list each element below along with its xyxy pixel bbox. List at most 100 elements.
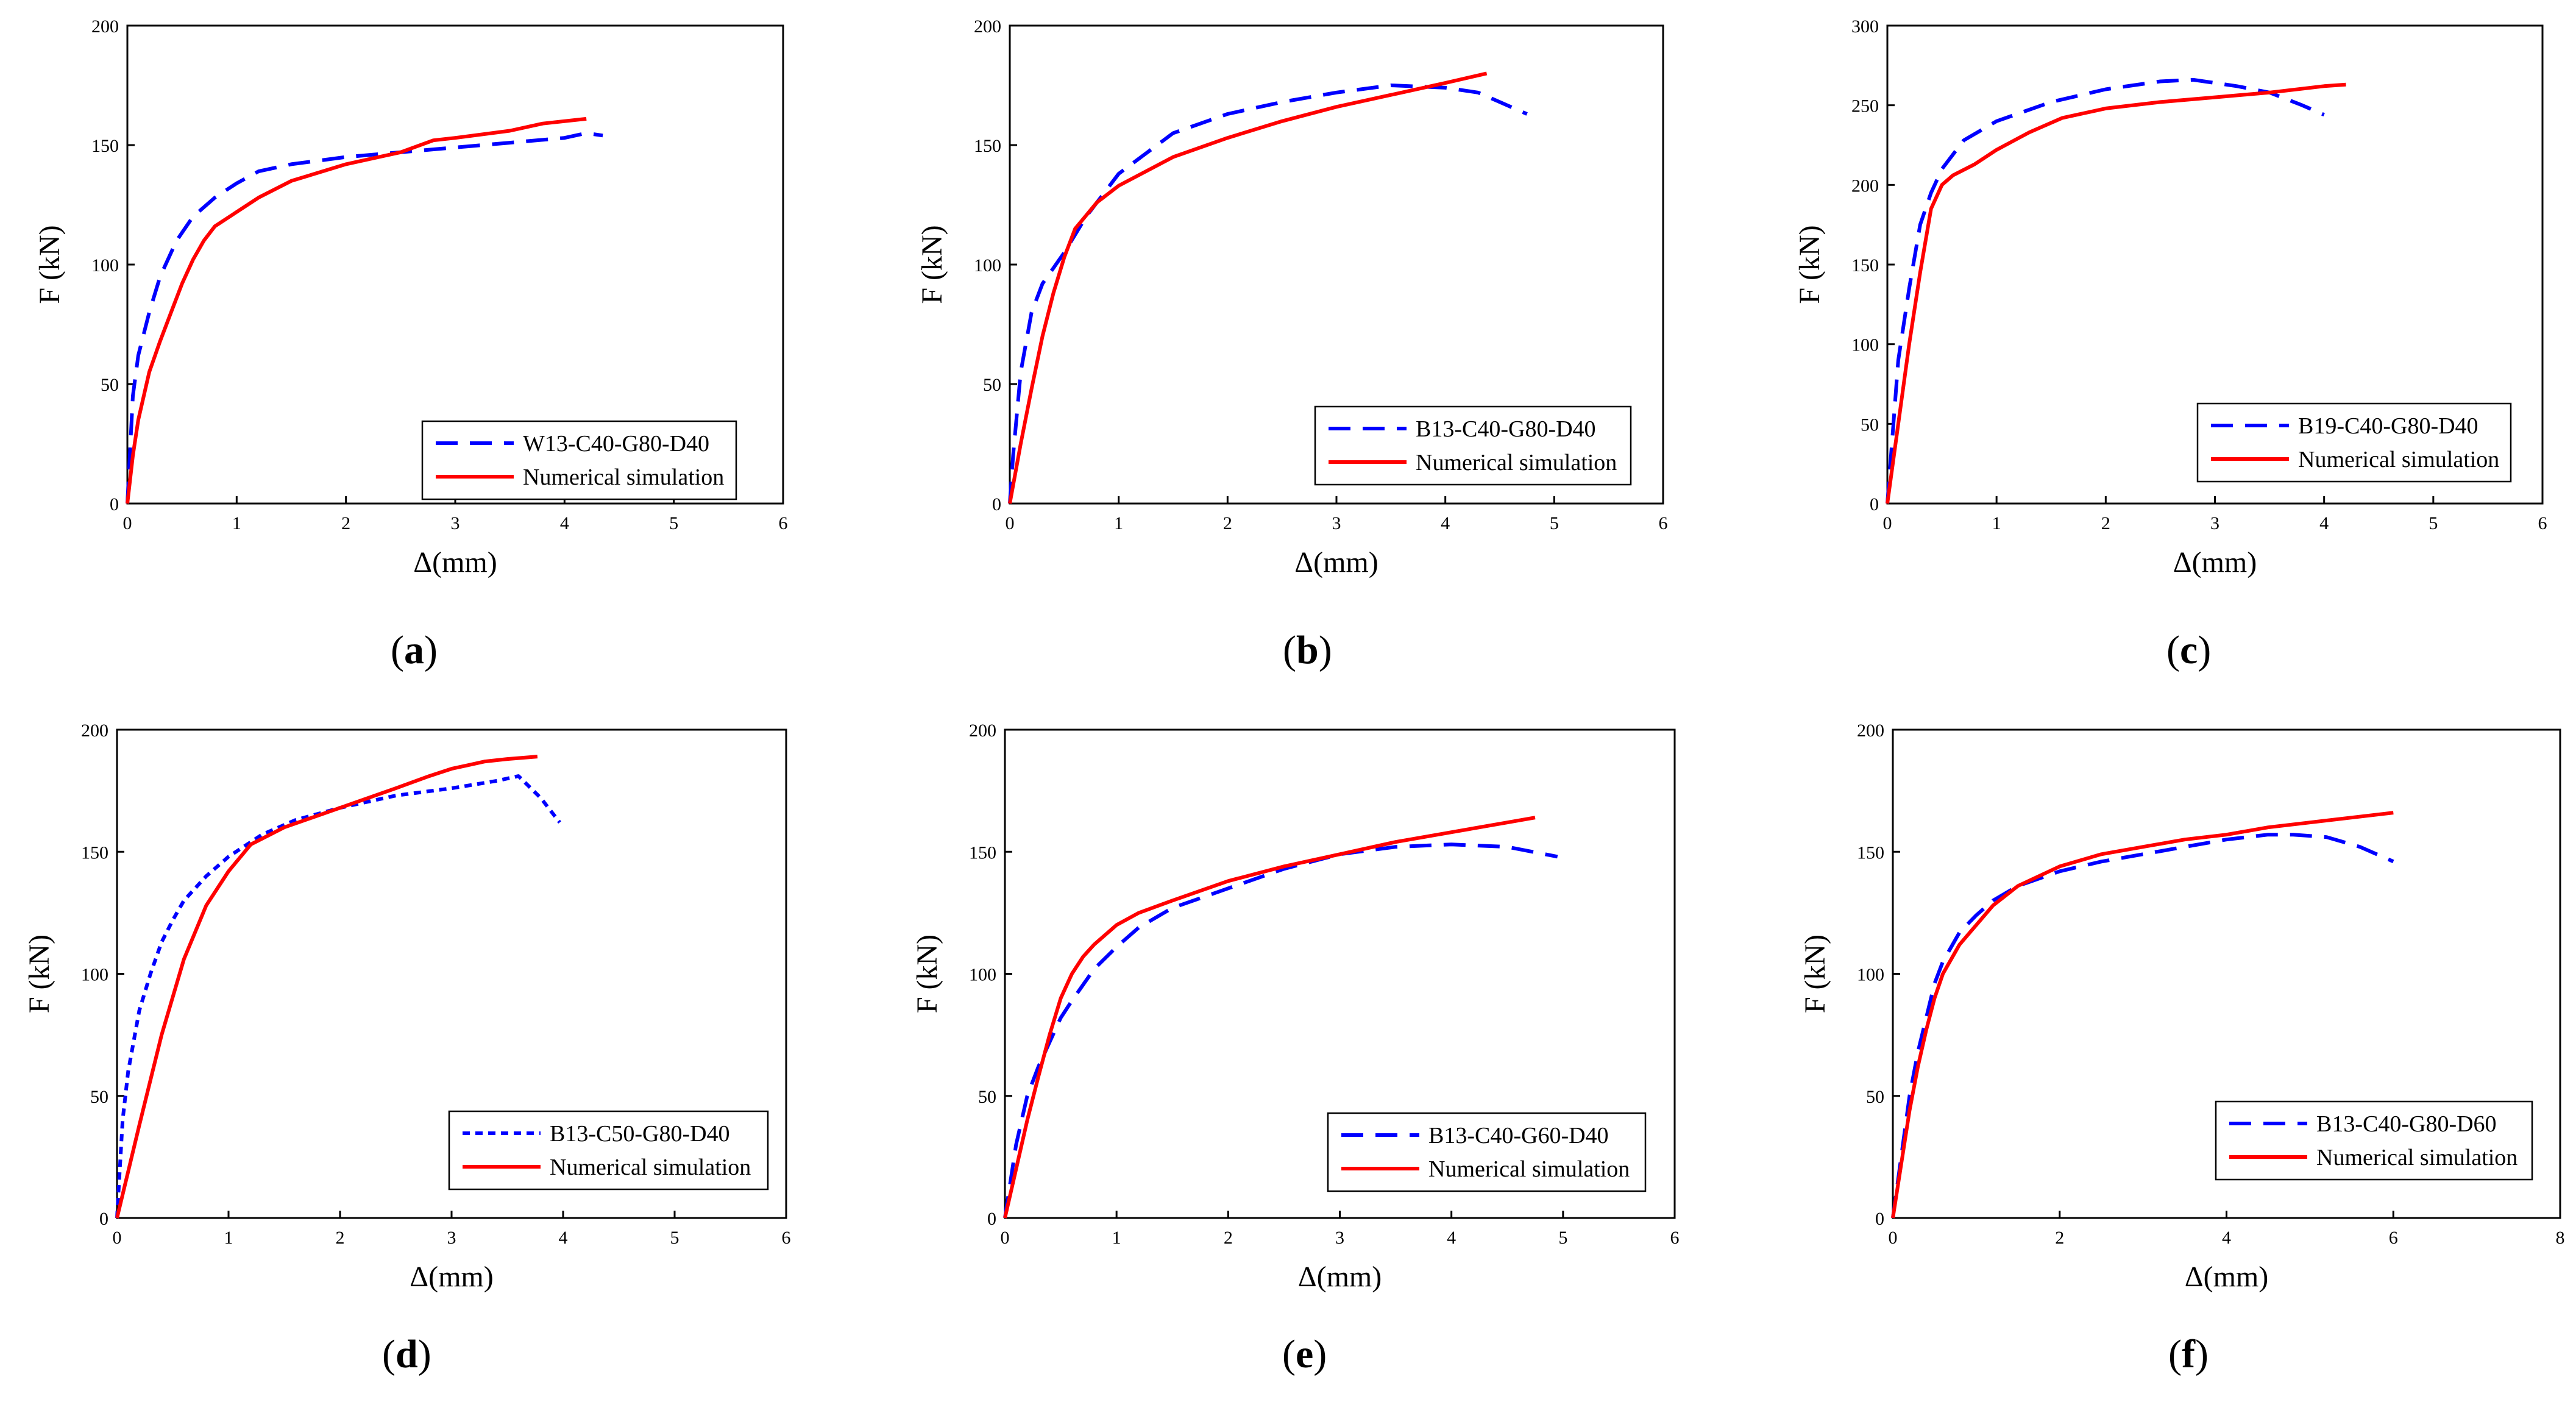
panel-caption-open: (	[382, 1332, 396, 1376]
chart-panel-b: 0 1 2 3 4 5 6 0 50 100 150 200 Δ(mm) F (kN) B13-C40-G8…	[916, 16, 1668, 672]
x-axis-label: Δ(mm)	[2173, 546, 2257, 579]
x-tick-label: 2	[336, 1228, 345, 1248]
y-tick-label: 0	[987, 1209, 996, 1229]
experiment-line	[126, 131, 603, 504]
y-tick-label: 150	[1857, 842, 1884, 863]
panel-caption-close: )	[1313, 1332, 1327, 1376]
x-tick-label: 6	[2538, 513, 2547, 533]
chart-panel-c: 0 1 2 3 4 5 6 0 50 100 150 200 250 300 Δ(mm) F (kN) B19-…	[1794, 16, 2547, 672]
y-axis-label: F (kN)	[1794, 225, 1826, 304]
panel-caption-open: (	[1283, 628, 1296, 672]
legend-box	[1327, 1112, 1647, 1192]
y-tick-label: 50	[983, 375, 1001, 395]
experiment-line	[115, 774, 561, 1219]
y-tick-label: 200	[974, 16, 1001, 37]
y-tick-label: 200	[81, 721, 108, 741]
simulation-line	[1008, 71, 1488, 504]
x-tick-label: 3	[447, 1228, 456, 1248]
x-axis-label: Δ(mm)	[2185, 1261, 2269, 1293]
x-tick-label: 4	[1441, 513, 1450, 533]
legend-box	[2215, 1100, 2533, 1181]
experiment-line	[1886, 77, 2325, 504]
x-tick-label: 2	[2055, 1228, 2064, 1248]
x-tick-label: 4	[560, 513, 569, 533]
x-tick-label: 5	[669, 513, 678, 533]
y-tick-label: 250	[1851, 96, 1879, 116]
y-axis-label: F (kN)	[34, 225, 66, 304]
experiment-line	[1008, 84, 1528, 504]
y-tick-label: 0	[992, 494, 1001, 515]
panel-caption: (c)	[2166, 628, 2211, 672]
panel-caption: (a)	[391, 628, 438, 672]
legend-label: B13-C40-G80-D40	[1416, 416, 1596, 442]
legend-label: B19-C40-G80-D40	[2298, 413, 2478, 439]
experiment-line	[1891, 833, 2394, 1219]
x-tick-label: 1	[1112, 1228, 1121, 1248]
legend-box	[2196, 402, 2512, 483]
x-tick-label: 2	[1224, 1228, 1233, 1248]
y-tick-label: 200	[1851, 176, 1879, 196]
x-tick-label: 2	[1223, 513, 1232, 533]
legend-label: Numerical simulation	[523, 465, 724, 490]
panel-caption-letter: a	[404, 628, 424, 672]
y-tick-label: 100	[969, 965, 996, 985]
panel-caption: (e)	[1282, 1332, 1327, 1376]
y-tick-label: 100	[1851, 335, 1879, 355]
legend-label: B13-C40-G80-D60	[2316, 1111, 2497, 1137]
x-axis-label: Δ(mm)	[1294, 546, 1378, 579]
y-tick-label: 0	[1870, 494, 1879, 515]
x-tick-label: 3	[451, 513, 460, 533]
x-axis-label: Δ(mm)	[1298, 1261, 1382, 1293]
y-tick-label: 0	[1875, 1209, 1884, 1229]
y-tick-label: 50	[90, 1087, 108, 1107]
y-tick-label: 100	[81, 965, 108, 985]
y-tick-label: 150	[974, 136, 1001, 156]
x-tick-label: 1	[1114, 513, 1123, 533]
y-tick-label: 200	[1857, 721, 1884, 741]
y-tick-label: 300	[1851, 16, 1879, 37]
legend-label: B13-C40-G60-D40	[1428, 1123, 1609, 1148]
chart-panel-a: 0 1 2 3 4 5 6 0 50 100 150 200 Δ(mm) F (kN) W13-C40-G8…	[34, 16, 788, 672]
y-tick-label: 150	[81, 842, 108, 863]
y-axis-label: F (kN)	[1799, 935, 1831, 1013]
experiment-line	[1003, 842, 1558, 1219]
legend: B13-C40-G60-D40 Numerical simulation	[1327, 1112, 1647, 1192]
x-tick-label: 6	[779, 513, 788, 533]
x-tick-label: 3	[1335, 1228, 1344, 1248]
y-axis-label: F (kN)	[23, 935, 55, 1013]
x-axis-label: Δ(mm)	[413, 546, 497, 579]
y-tick-label: 50	[101, 375, 119, 395]
y-axis-label: F (kN)	[911, 935, 943, 1013]
panel-caption-close: )	[2195, 1332, 2209, 1376]
x-tick-label: 5	[1550, 513, 1559, 533]
legend: B13-C50-G80-D40 Numerical simulation	[448, 1110, 769, 1191]
legend-label: B13-C50-G80-D40	[550, 1121, 730, 1147]
panel-caption-open: (	[2166, 628, 2180, 672]
x-tick-label: 4	[559, 1228, 568, 1248]
x-tick-label: 0	[1883, 513, 1892, 533]
legend-label: Numerical simulation	[2316, 1145, 2517, 1170]
x-tick-label: 6	[2389, 1228, 2398, 1248]
panel-caption-letter: b	[1296, 628, 1319, 672]
x-tick-label: 4	[1447, 1228, 1456, 1248]
y-tick-label: 100	[974, 255, 1001, 276]
x-tick-label: 3	[1332, 513, 1341, 533]
panel-caption: (d)	[382, 1332, 431, 1376]
y-tick-label: 100	[1857, 965, 1884, 985]
y-tick-label: 50	[978, 1087, 996, 1107]
panel-caption-letter: c	[2180, 628, 2198, 672]
y-tick-label: 50	[1861, 415, 1879, 435]
legend: W13-C40-G80-D40 Numerical simulation	[421, 420, 737, 500]
chart-panel-e: 0 1 2 3 4 5 6 0 50 100 150 200 Δ(mm) F (kN) B13-C40-G6…	[911, 721, 1680, 1376]
y-tick-label: 150	[1851, 255, 1879, 276]
legend: B13-C40-G80-D40 Numerical simulation	[1314, 405, 1632, 486]
legend-label: Numerical simulation	[2298, 447, 2499, 472]
panel-caption-letter: f	[2182, 1332, 2196, 1376]
x-tick-label: 0	[1006, 513, 1015, 533]
panel-caption-close: )	[424, 628, 438, 672]
panel-caption-letter: e	[1296, 1332, 1313, 1376]
panel-caption-open: (	[2168, 1332, 2182, 1376]
legend-box	[1314, 405, 1632, 486]
panel-caption-open: (	[391, 628, 404, 672]
